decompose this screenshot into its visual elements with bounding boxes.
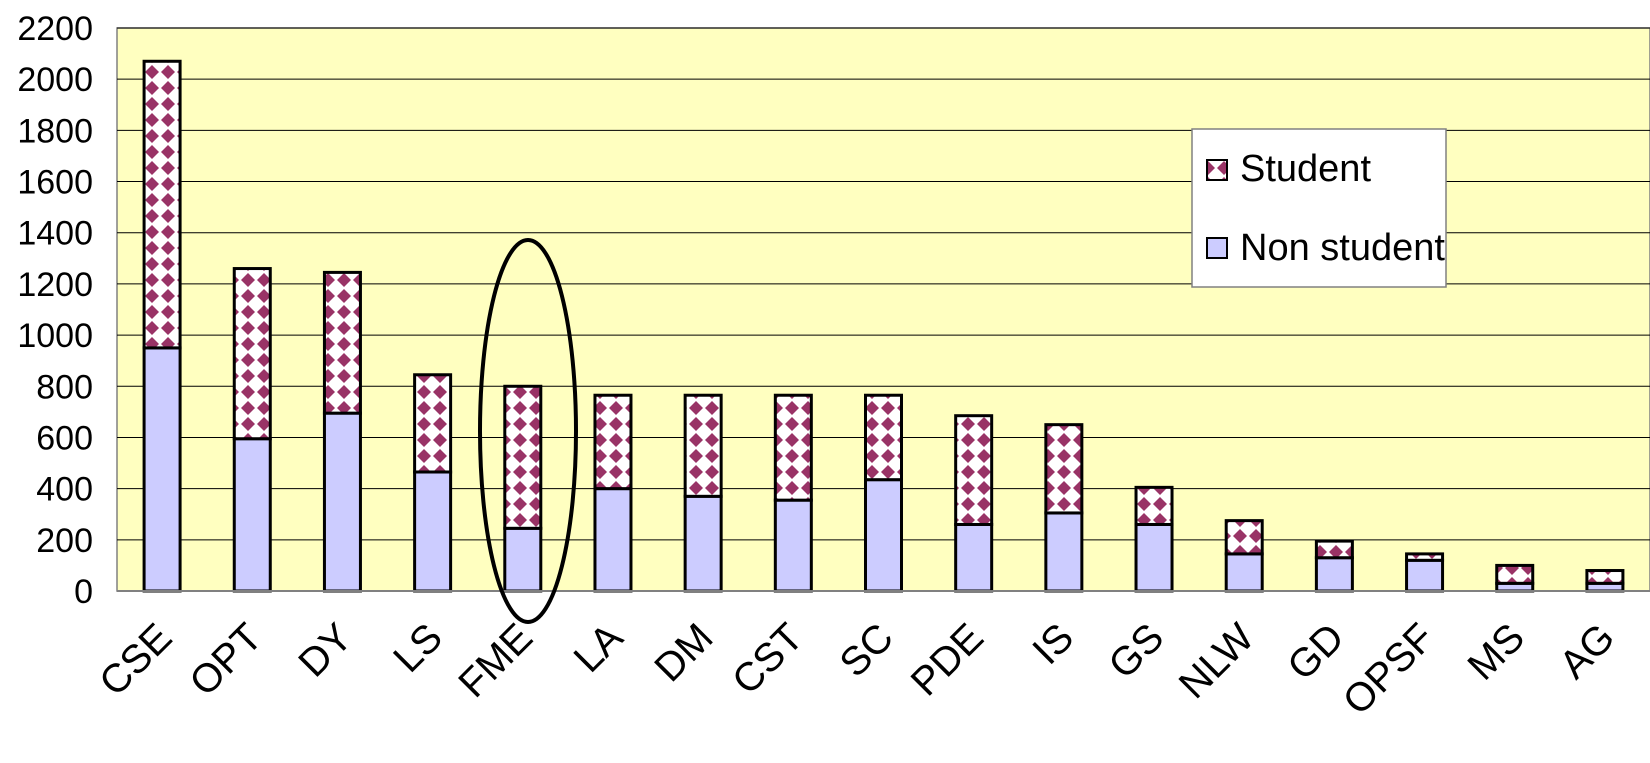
bar-student-dy [322, 270, 362, 415]
bar-non-student-opsf [1405, 558, 1445, 593]
y-tick-label: 1800 [17, 112, 93, 150]
legend: Student Non student [1191, 128, 1447, 288]
bar-non-student-cst [773, 498, 813, 593]
bar-non-student-la [593, 487, 633, 593]
x-tick-label: SC [831, 615, 901, 685]
bar-student-dm [683, 393, 723, 498]
bar-non-student-dm [683, 494, 723, 593]
bar-non-student-dy [322, 411, 362, 593]
y-tick-label: 2000 [17, 61, 93, 99]
x-tick-label: AG [1551, 615, 1623, 687]
x-tick-label: MS [1460, 615, 1534, 689]
bar-non-student-sc [864, 478, 903, 593]
x-tick-label: IS [1024, 615, 1082, 673]
bar-student-ls [413, 373, 453, 474]
legend-label-non-student: Non student [1240, 227, 1445, 269]
y-axis-ticks: 0 200 400 600 800 1000 1200 1400 1600 1800 2000 220… [17, 10, 93, 611]
x-tick-label: CST [724, 615, 812, 703]
y-tick-label: 1400 [17, 215, 93, 253]
bar-non-student-opt [232, 437, 272, 593]
y-tick-label: 800 [36, 368, 93, 406]
highlight-ellipse [478, 238, 578, 624]
bar-student-ag [1585, 569, 1625, 585]
y-tick-label: 1200 [17, 266, 93, 304]
bar-student-pde [954, 414, 994, 526]
bar-non-student-gs [1134, 522, 1174, 593]
bar-student-fme [503, 384, 543, 530]
x-tick-label: CSE [91, 615, 180, 704]
bar-non-student-pde [954, 522, 994, 593]
y-tick-label: 1000 [17, 317, 93, 355]
bar-non-student-gd [1314, 556, 1354, 593]
x-tick-label: LA [566, 615, 632, 681]
y-tick-label: 600 [36, 419, 93, 457]
bar-student-cst [773, 393, 813, 502]
legend-swatch-non-student [1206, 237, 1228, 259]
bar-student-sc [864, 393, 903, 482]
bar-student-opt [232, 267, 272, 441]
bar-student-gd [1314, 539, 1354, 560]
y-tick-label: 1600 [17, 164, 93, 202]
x-tick-label: OPSF [1335, 615, 1443, 723]
x-tick-label: GS [1100, 615, 1172, 687]
y-tick-label: 200 [36, 522, 93, 560]
x-tick-label: DY [290, 615, 360, 685]
bar-student-ms [1495, 563, 1535, 585]
y-tick-label: 400 [36, 471, 93, 509]
x-tick-label: PDE [903, 615, 992, 704]
bar-student-opsf [1405, 552, 1445, 562]
bar-non-student-nlw [1224, 552, 1264, 593]
y-tick-label: 0 [74, 573, 93, 611]
legend-swatch-student [1206, 159, 1228, 181]
bar-non-student-is [1044, 511, 1084, 593]
bar-student-cse [142, 59, 182, 350]
x-tick-label: DM [646, 615, 721, 690]
legend-label-student: Student [1240, 148, 1371, 190]
bar-student-nlw [1224, 519, 1264, 556]
bar-student-gs [1134, 485, 1174, 526]
x-tick-label: GD [1279, 615, 1353, 689]
bars [142, 59, 1625, 593]
x-tick-label: LS [385, 615, 451, 681]
x-tick-label: NLW [1171, 615, 1263, 707]
legend-box [1191, 128, 1447, 288]
bar-non-student-fme [503, 526, 543, 593]
bar-student-la [593, 393, 633, 491]
bar-non-student-cse [142, 346, 182, 593]
x-tick-label: FME [450, 615, 541, 706]
x-tick-label: OPT [181, 615, 270, 704]
bar-student-is [1044, 423, 1084, 515]
y-tick-label: 2200 [17, 10, 93, 48]
bar-non-student-ls [413, 470, 453, 593]
